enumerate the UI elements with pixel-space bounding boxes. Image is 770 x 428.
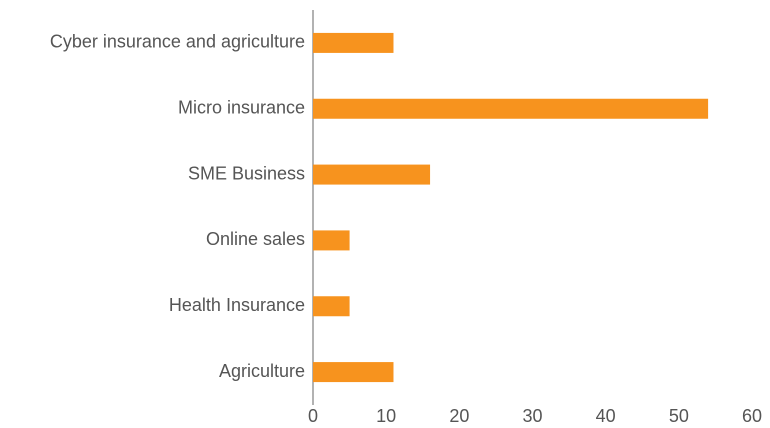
x-tick-label: 30: [522, 406, 542, 426]
x-tick-label: 50: [669, 406, 689, 426]
bar: [313, 98, 709, 119]
y-tick-label: Agriculture: [219, 361, 305, 381]
x-tick-label: 0: [308, 406, 318, 426]
bar: [313, 362, 394, 383]
x-tick-label: 40: [596, 406, 616, 426]
bar: [313, 230, 350, 251]
y-tick-label: Online sales: [206, 229, 305, 249]
x-tick-label: 20: [449, 406, 469, 426]
bar: [313, 164, 431, 185]
y-tick-label: Health Insurance: [169, 295, 305, 315]
bar: [313, 32, 394, 53]
y-tick-label: Cyber insurance and agriculture: [50, 32, 305, 52]
x-tick-label: 60: [742, 406, 762, 426]
x-tick-label: 10: [376, 406, 396, 426]
y-tick-label: SME Business: [188, 163, 305, 183]
bar: [313, 296, 350, 317]
y-tick-label: Micro insurance: [178, 98, 305, 118]
